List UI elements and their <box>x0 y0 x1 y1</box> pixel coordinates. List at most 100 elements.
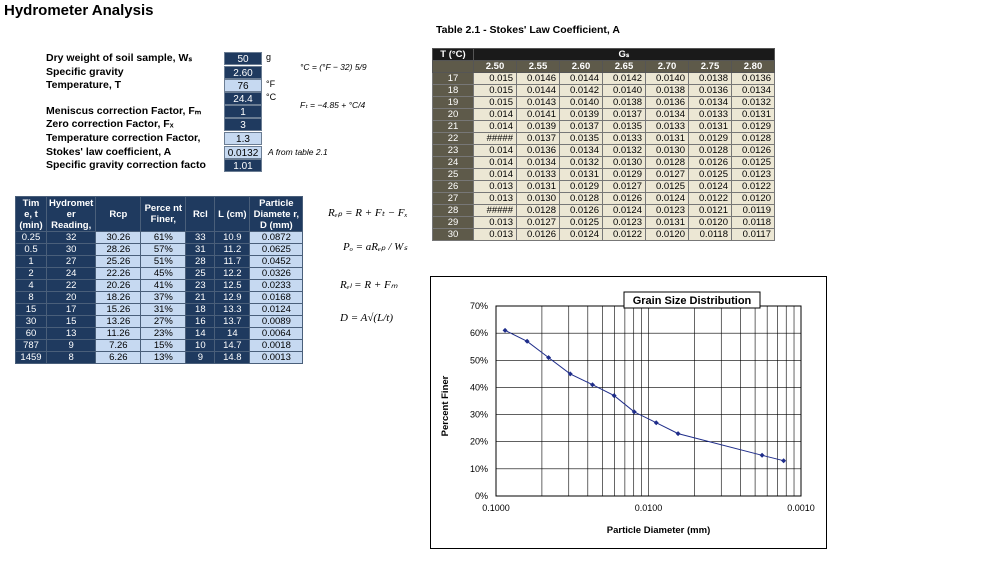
hydro-cell: 45% <box>140 267 187 280</box>
param-value[interactable]: 24.4 <box>224 92 262 105</box>
hydro-cell: 28.26 <box>95 243 142 256</box>
hydro-cell: 13.3 <box>214 303 251 316</box>
table-row: 28 ##### 0.0128 0.0126 0.0124 0.0123 0.0121 0.0… <box>432 204 775 217</box>
hydro-cell: 8 <box>15 291 47 304</box>
hydro-cell: 0.0168 <box>249 291 304 304</box>
hydrometer-table: Tim e, t (min) Hydromet er Reading, Rcp Per… <box>15 196 304 364</box>
temperature-cell: 22 <box>432 132 474 145</box>
hydro-cell: 0.0089 <box>249 315 304 328</box>
data-point <box>759 452 765 458</box>
hydro-cell: 30 <box>15 315 47 328</box>
chart-title: Grain Size Distribution <box>633 295 752 307</box>
hydro-cell: 0.0124 <box>249 303 304 316</box>
hydro-cell: 0.5 <box>15 243 47 256</box>
hydro-cell: 25.26 <box>95 255 142 268</box>
table-row: 0.25 32 30.26 61% 33 10.9 0.0872 <box>15 231 304 244</box>
x-tick-label: 0.0100 <box>635 503 663 513</box>
coefficient-cell: 0.014 <box>473 168 517 181</box>
gs-column-header: 2.70 <box>645 60 689 73</box>
coefficient-cell: 0.0133 <box>645 120 689 133</box>
coefficient-cell: 0.0123 <box>645 204 689 217</box>
table-row: 29 0.013 0.0127 0.0125 0.0123 0.0131 0.0120 0.0… <box>432 216 775 229</box>
a-source-note: A from table 2.1 <box>268 147 328 157</box>
coefficient-cell: 0.014 <box>473 144 517 157</box>
hydro-cell: 60 <box>15 327 47 340</box>
coefficient-cell: 0.0144 <box>516 84 560 97</box>
temperature-header-blank <box>432 60 474 73</box>
hydro-cell: 27 <box>45 255 97 268</box>
param-value[interactable]: 76 <box>224 79 262 92</box>
param-value[interactable]: 1.01 <box>224 159 262 172</box>
hydro-cell: 22.26 <box>95 267 142 280</box>
hydro-cell: 11.7 <box>214 255 251 268</box>
data-point <box>611 393 617 399</box>
coefficient-cell: 0.0125 <box>688 168 732 181</box>
hydro-cell: 11.26 <box>95 327 142 340</box>
hydro-cell: 13.7 <box>214 315 251 328</box>
hydro-cell: 30 <box>45 243 97 256</box>
y-tick-label: 20% <box>470 437 488 447</box>
param-value[interactable]: 50 <box>224 52 262 65</box>
data-point <box>502 327 508 333</box>
hydro-cell: 15 <box>45 315 97 328</box>
coefficient-cell: 0.0128 <box>559 192 603 205</box>
coefficient-cell: 0.0131 <box>645 216 689 229</box>
param-value[interactable]: 3 <box>224 118 262 131</box>
hydro-cell: 20.26 <box>95 279 142 292</box>
coefficient-cell: 0.0140 <box>602 84 646 97</box>
coefficient-cell: 0.0131 <box>516 180 560 193</box>
gs-column-header: 2.75 <box>688 60 732 73</box>
hydro-cell: 23% <box>140 327 187 340</box>
y-axis-label: Percent Finer <box>440 375 451 436</box>
coefficient-cell: 0.0143 <box>516 96 560 109</box>
param-label: Specific gravity correction facto <box>46 159 206 171</box>
grain-size-chart: 0% 10% 20% 30% 40% 50% 60% 70% 0.1000 0.0100 0.001… <box>430 276 827 549</box>
data-point <box>653 420 659 426</box>
hydro-cell: 23 <box>185 279 216 292</box>
coefficient-cell: 0.0132 <box>731 96 775 109</box>
y-tick-label: 70% <box>470 301 488 311</box>
coefficient-cell: 0.0135 <box>602 120 646 133</box>
hydro-cell: 9 <box>185 351 216 364</box>
coefficient-cell: 0.015 <box>473 84 517 97</box>
param-label: Temperature correction Factor, <box>46 132 201 144</box>
y-tick-label: 0% <box>475 491 488 501</box>
coefficient-cell: 0.0129 <box>559 180 603 193</box>
coefficient-cell: 0.014 <box>473 108 517 121</box>
coefficient-cell: 0.0118 <box>688 228 732 241</box>
coefficient-cell: 0.0133 <box>602 132 646 145</box>
coefficient-cell: 0.0142 <box>602 72 646 85</box>
data-point <box>781 458 787 464</box>
coefficient-cell: 0.0130 <box>602 156 646 169</box>
hydro-cell: 18 <box>185 303 216 316</box>
coefficient-cell: 0.0118 <box>731 216 775 229</box>
hydro-cell: 30.26 <box>95 231 142 244</box>
coefficient-cell: 0.0136 <box>645 96 689 109</box>
coefficient-cell: 0.0139 <box>559 108 603 121</box>
data-point <box>567 371 573 377</box>
hydro-cell: 32 <box>45 231 97 244</box>
temperature-cell: 25 <box>432 168 474 181</box>
param-label: Dry weight of soil sample, Wₛ <box>46 52 193 64</box>
param-value[interactable]: 1 <box>224 105 262 118</box>
hydro-cell: 21 <box>185 291 216 304</box>
hydro-cell: 8 <box>45 351 97 364</box>
coefficient-cell: 0.0120 <box>688 216 732 229</box>
param-value[interactable]: 0.0132 <box>224 146 262 159</box>
hydro-cell: 13% <box>140 351 187 364</box>
coefficient-cell: 0.013 <box>473 216 517 229</box>
param-label: Specific gravity <box>46 66 124 78</box>
table-row: 787 9 7.26 15% 10 14.7 0.0018 <box>15 339 304 352</box>
coefficient-cell: 0.0125 <box>559 216 603 229</box>
coefficient-cell: 0.0134 <box>688 96 732 109</box>
temperature-cell: 18 <box>432 84 474 97</box>
hydro-cell: 31% <box>140 303 187 316</box>
coefficient-cell: 0.0132 <box>602 144 646 157</box>
param-value[interactable]: 1.3 <box>224 132 262 145</box>
coefficient-cell: 0.0131 <box>559 168 603 181</box>
param-value[interactable]: 2.60 <box>224 66 262 79</box>
coefficient-cell: 0.0146 <box>516 72 560 85</box>
hydro-cell: 15% <box>140 339 187 352</box>
table-row: 30 0.013 0.0126 0.0124 0.0122 0.0120 0.0118 0.0… <box>432 228 775 241</box>
hydro-column-header: Particle Diamete r, D (mm) <box>249 196 304 232</box>
